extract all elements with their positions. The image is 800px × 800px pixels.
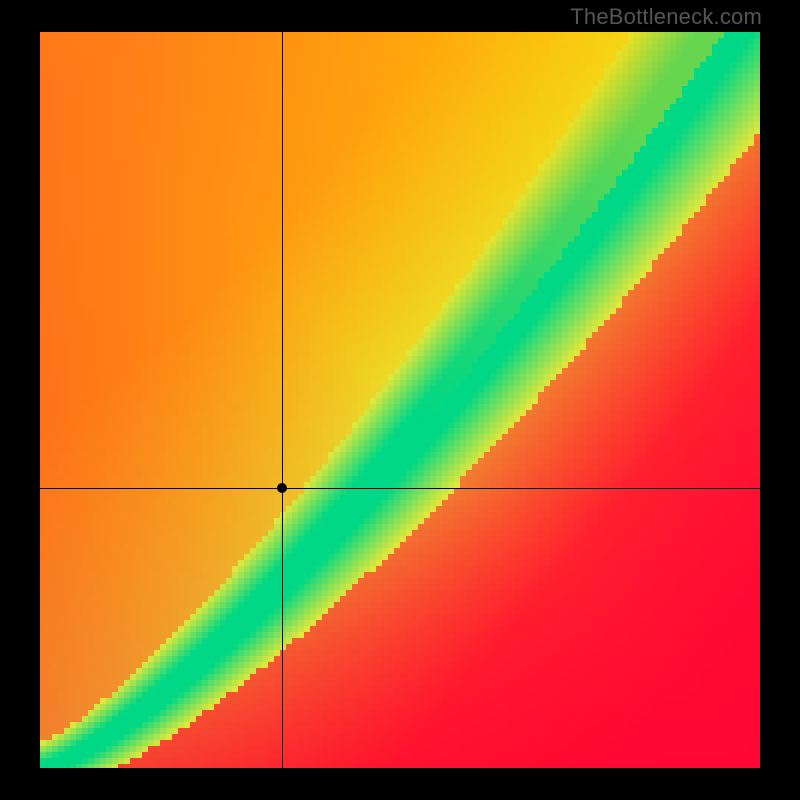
chart-container: TheBottleneck.com [0, 0, 800, 800]
bottleneck-heatmap [40, 32, 760, 768]
crosshair-vertical [282, 32, 283, 768]
plot-frame [40, 32, 760, 768]
watermark-text: TheBottleneck.com [570, 4, 762, 30]
crosshair-horizontal [40, 488, 760, 489]
selection-marker [277, 483, 287, 493]
